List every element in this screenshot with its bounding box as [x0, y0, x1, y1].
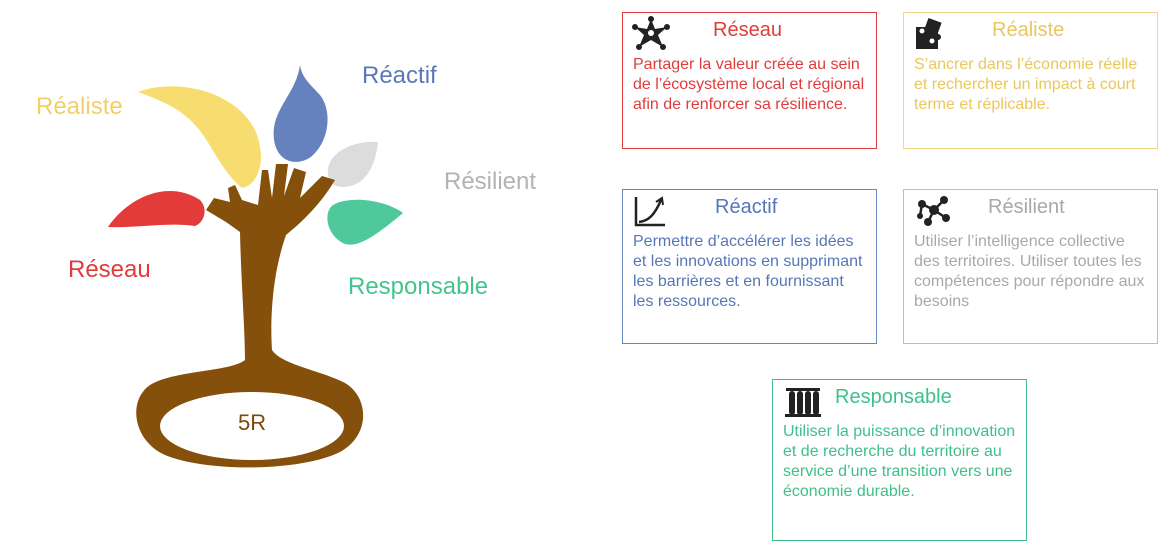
trunk	[136, 164, 364, 468]
tree-label-responsable: Responsable	[348, 273, 489, 300]
tree-label-resilient: Résilient	[444, 168, 537, 195]
card-responsable-text: Utiliser la puissance d’innovation et de…	[783, 423, 1016, 500]
card-responsable: Responsable Utiliser la puissance d’inno…	[772, 379, 1027, 541]
tree-graphic	[108, 65, 403, 468]
tree-label-reseau: Réseau	[68, 256, 151, 283]
card-reactif-text: Permettre d’accélérer les idées et les i…	[633, 233, 863, 310]
card-responsable-title: Responsable	[835, 386, 952, 408]
card-reseau-text: Partager la valeur créée au sein de l’éc…	[633, 56, 865, 113]
leaf-grey	[327, 141, 378, 187]
root-ring-inner	[160, 392, 344, 460]
leaf-red	[108, 190, 205, 228]
puzzle-icon	[916, 17, 942, 49]
card-reseau-title: Réseau	[713, 19, 782, 41]
tree-center-label: 5R	[238, 410, 267, 435]
card-reactif-title: Réactif	[715, 196, 778, 218]
card-resilient-title: Résilient	[988, 196, 1065, 218]
tree-illustration: Réaliste Réactif Résilient Réseau Respon…	[0, 0, 560, 543]
card-resilient-text: Utiliser l’intelligence collective des t…	[914, 233, 1145, 310]
tree-label-reactif: Réactif	[362, 62, 437, 89]
molecule-icon	[917, 196, 950, 226]
card-realiste-text: S’ancrer dans l’économie réelle et reche…	[914, 56, 1138, 113]
growth-curve-icon	[634, 196, 665, 227]
card-reseau: Réseau Partager la valeur créée au sein …	[622, 12, 877, 149]
network-star-icon	[632, 16, 670, 50]
leaf-green	[327, 199, 403, 245]
leaf-yellow	[138, 86, 261, 188]
test-tubes-icon	[785, 388, 821, 417]
card-realiste: Réaliste S’ancrer dans l’économie réelle…	[903, 12, 1158, 149]
card-realiste-title: Réaliste	[992, 19, 1065, 41]
tree-label-realiste: Réaliste	[36, 93, 123, 120]
leaf-blue	[273, 65, 328, 162]
card-reactif: Réactif Permettre d’accélérer les idées …	[622, 189, 877, 344]
card-resilient: Résilient Utiliser l’intelligence collec…	[903, 189, 1158, 344]
